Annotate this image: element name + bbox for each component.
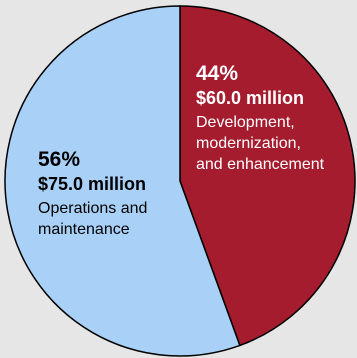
slice-percent-label: 56% xyxy=(38,148,80,171)
slice-description-line: and enhancement xyxy=(196,156,325,173)
pie-slice-0 xyxy=(179,5,356,347)
slice-percent-label: 44% xyxy=(196,62,238,85)
slice-label-1: 56% $75.0 million Operations and maintenanc… xyxy=(38,148,147,238)
slice-description-line: maintenance xyxy=(38,221,130,238)
pie-slice-1 xyxy=(4,5,241,357)
slice-description-line: Operations and xyxy=(38,200,147,217)
slice-description-line: Development, xyxy=(196,114,295,131)
slice-amount-label: $75.0 million xyxy=(38,174,146,194)
slice-description-line: modernization, xyxy=(196,135,301,152)
slice-label-0: 44% $60.0 million Development, modernizatio… xyxy=(196,62,325,173)
slice-amount-label: $60.0 million xyxy=(196,88,304,108)
